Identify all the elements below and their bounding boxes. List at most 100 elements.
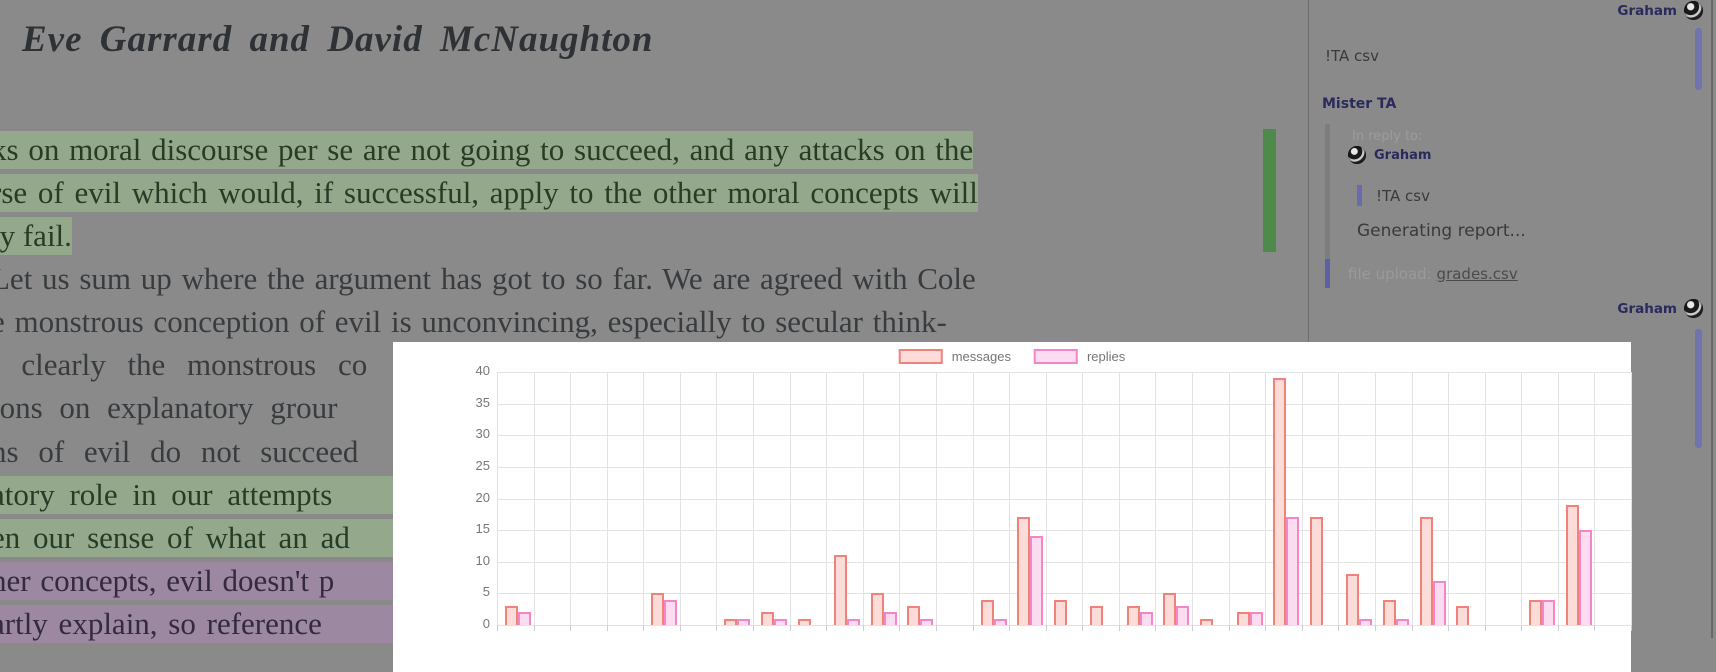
x-axis-tick: [862, 625, 864, 631]
x-axis-tick: [789, 625, 791, 631]
reply-context-label: In reply to:: [1352, 129, 1423, 144]
gridline: [1301, 372, 1303, 625]
gridline: [643, 372, 645, 625]
document-line: t clearly the monstrous co: [0, 347, 368, 382]
document-line: rse of evil which would, if successful, …: [0, 174, 978, 212]
gridline: [899, 372, 901, 625]
bar-messages: [1053, 599, 1067, 625]
bar-messages: [1456, 606, 1470, 625]
y-axis-tick-label: 35: [475, 394, 490, 410]
gridline: [1228, 372, 1230, 625]
gridline: [497, 372, 498, 625]
x-axis-tick: [606, 625, 608, 631]
bar-messages: [1017, 517, 1031, 625]
username[interactable]: Graham: [1617, 300, 1677, 317]
reply-indicator-bar: [1325, 124, 1330, 259]
gridline: [497, 530, 1631, 532]
bar-messages: [1126, 606, 1140, 625]
legend-swatch-replies: [1033, 349, 1078, 364]
gridline: [497, 593, 1631, 595]
x-axis-tick: [1411, 625, 1413, 631]
y-axis-tick-label: 0: [482, 616, 490, 631]
legend-label: messages: [951, 349, 1011, 364]
report-chart: messages replies 0 5 10 15 20 25 30 35 40: [393, 342, 1632, 672]
x-axis-tick: [1228, 625, 1230, 631]
x-axis-tick: [1009, 625, 1011, 631]
bar-messages: [761, 612, 775, 625]
bar-replies: [1286, 517, 1300, 625]
annotation-marker-bar[interactable]: [1263, 129, 1276, 252]
gridline: [1045, 372, 1047, 625]
x-axis-tick: [1082, 625, 1084, 631]
legend-swatch-messages: [898, 349, 943, 364]
y-axis-tick-label: 25: [475, 457, 490, 473]
file-upload-row: file upload: grades.csv: [1325, 259, 1518, 288]
bar-messages: [797, 618, 811, 625]
quote-bar: [1357, 185, 1362, 206]
legend-label: replies: [1086, 349, 1126, 364]
bot-username[interactable]: Mister TA: [1322, 96, 1397, 112]
y-axis-tick-label: 30: [475, 426, 490, 442]
x-axis-tick: [533, 625, 535, 631]
bot-message: Generating report...: [1357, 221, 1526, 241]
gridline: [1631, 372, 1632, 625]
bar-messages: [1090, 606, 1104, 625]
gridline: [1155, 372, 1157, 625]
bar-messages: [1309, 517, 1323, 625]
gridline: [1009, 372, 1011, 625]
x-axis-tick: [1557, 625, 1559, 631]
bar-replies: [1176, 606, 1190, 625]
bar-replies: [1432, 580, 1446, 625]
bar-replies: [1395, 618, 1409, 625]
username[interactable]: Graham: [1374, 147, 1432, 163]
message-header-top: Graham: [1617, 1, 1703, 20]
gridline: [1338, 372, 1340, 625]
username[interactable]: Graham: [1617, 2, 1677, 19]
x-axis-tick: [899, 625, 901, 631]
document-line: ns of evil do not succeed: [0, 434, 359, 469]
gridline: [679, 372, 681, 625]
gridline: [789, 372, 791, 625]
gridline: [497, 403, 1631, 405]
user-avatar[interactable]: [1684, 299, 1703, 318]
bar-messages: [1236, 612, 1250, 625]
quoted-message[interactable]: !TA csv: [1357, 185, 1430, 206]
scrollbar-thumb[interactable]: [1695, 329, 1702, 448]
document-line: ions on explanatory grour: [0, 390, 338, 425]
gridline: [972, 372, 974, 625]
gridline: [862, 372, 864, 625]
gridline: [1118, 372, 1120, 625]
reply-user-row: Graham: [1348, 146, 1431, 164]
user-avatar[interactable]: [1348, 146, 1366, 164]
gridline: [606, 372, 608, 625]
legend-item-messages[interactable]: messages: [898, 349, 1011, 364]
bar-messages: [1200, 618, 1214, 625]
panel-right-border: [1711, 0, 1713, 638]
bar-replies: [1359, 618, 1373, 625]
x-axis-tick: [1301, 625, 1303, 631]
gridline: [935, 372, 937, 625]
gridline: [1484, 372, 1486, 625]
bar-messages: [1382, 599, 1396, 625]
y-axis-tick-label: 10: [475, 552, 490, 568]
gridline: [497, 435, 1631, 437]
file-link[interactable]: grades.csv: [1436, 264, 1518, 283]
message-header-bottom: Graham: [1617, 299, 1703, 318]
scrollbar-thumb[interactable]: [1695, 28, 1702, 90]
document-line: ks on moral discourse per se are not goi…: [0, 131, 974, 169]
file-upload-bar: [1325, 259, 1330, 288]
x-axis-tick: [826, 625, 828, 631]
x-axis-tick: [679, 625, 681, 631]
user-avatar[interactable]: [1684, 1, 1703, 20]
bar-replies: [1030, 536, 1044, 625]
x-axis-tick: [1594, 625, 1596, 631]
bar-replies: [1139, 612, 1153, 625]
bar-messages: [1565, 504, 1579, 625]
bar-replies: [737, 618, 751, 625]
bar-replies: [1542, 599, 1556, 625]
x-axis-tick: [497, 625, 498, 631]
document-line: e monstrous conception of evil is unconv…: [0, 304, 947, 339]
x-axis-tick: [935, 625, 937, 631]
legend-item-replies[interactable]: replies: [1033, 349, 1126, 364]
bar-messages: [651, 593, 665, 625]
